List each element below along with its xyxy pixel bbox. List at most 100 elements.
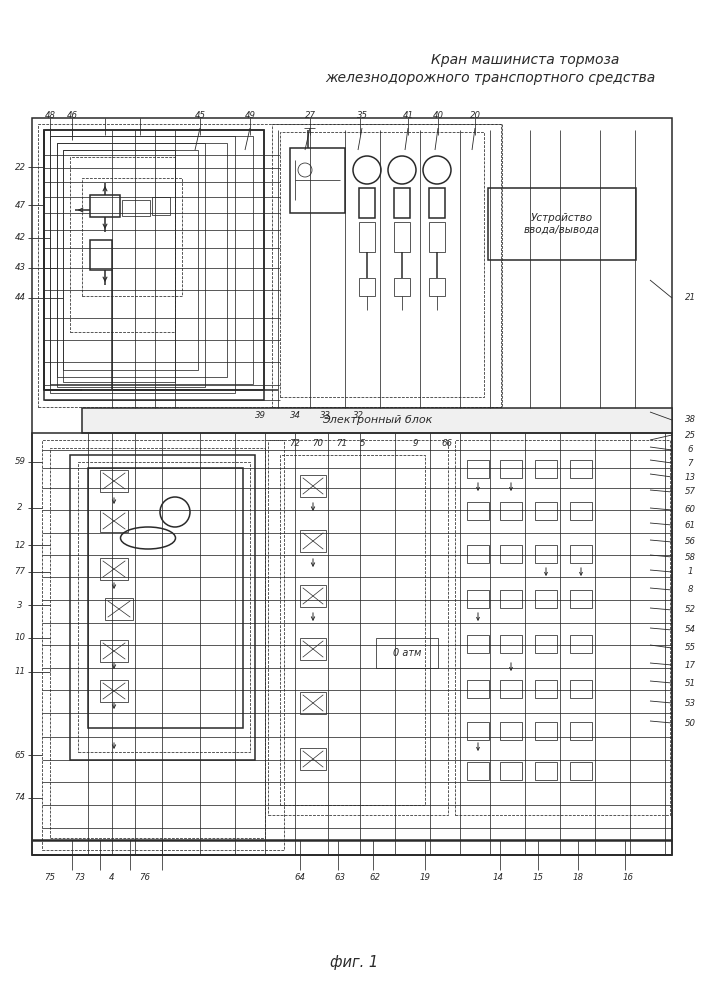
Bar bbox=[44, 130, 264, 400]
Text: 33: 33 bbox=[320, 410, 330, 420]
Text: 59: 59 bbox=[15, 458, 25, 466]
Bar bbox=[535, 545, 557, 563]
Bar bbox=[50, 136, 235, 393]
Text: 16: 16 bbox=[622, 874, 633, 882]
Text: 49: 49 bbox=[245, 110, 255, 119]
Bar bbox=[42, 440, 284, 850]
Bar bbox=[488, 188, 636, 260]
Text: 54: 54 bbox=[684, 626, 696, 635]
Text: 63: 63 bbox=[334, 874, 346, 882]
Bar bbox=[50, 136, 253, 384]
Bar bbox=[535, 590, 557, 608]
Bar bbox=[467, 680, 489, 698]
Text: 22: 22 bbox=[15, 162, 25, 172]
Text: 71: 71 bbox=[337, 438, 348, 448]
Bar bbox=[535, 680, 557, 698]
Bar bbox=[100, 470, 128, 492]
Bar bbox=[105, 598, 133, 620]
Text: 40: 40 bbox=[433, 110, 443, 119]
Text: 64: 64 bbox=[295, 874, 305, 882]
Text: 43: 43 bbox=[15, 263, 25, 272]
Text: 9: 9 bbox=[412, 438, 418, 448]
Bar bbox=[570, 762, 592, 780]
Text: 77: 77 bbox=[15, 568, 25, 576]
Text: 66: 66 bbox=[441, 438, 452, 448]
Bar bbox=[38, 124, 501, 407]
Bar bbox=[376, 638, 438, 668]
Text: 47: 47 bbox=[15, 200, 25, 210]
Text: 38: 38 bbox=[684, 416, 696, 424]
Text: 18: 18 bbox=[573, 874, 583, 882]
Bar bbox=[570, 680, 592, 698]
Text: 41: 41 bbox=[402, 110, 414, 119]
Text: 17: 17 bbox=[684, 660, 696, 670]
Text: 21: 21 bbox=[684, 294, 696, 302]
Bar bbox=[500, 635, 522, 653]
Text: 7: 7 bbox=[687, 458, 693, 468]
Text: 46: 46 bbox=[66, 110, 78, 119]
Text: 56: 56 bbox=[684, 538, 696, 546]
Bar bbox=[280, 455, 425, 805]
Bar bbox=[50, 448, 265, 838]
Text: 74: 74 bbox=[15, 794, 25, 802]
Bar bbox=[82, 408, 672, 433]
Bar bbox=[300, 748, 326, 770]
Bar bbox=[500, 590, 522, 608]
Bar bbox=[500, 680, 522, 698]
Bar bbox=[300, 692, 326, 714]
Bar bbox=[359, 188, 375, 218]
Bar bbox=[455, 440, 670, 815]
Bar bbox=[82, 178, 182, 296]
Text: 39: 39 bbox=[255, 410, 266, 420]
Bar bbox=[394, 278, 410, 296]
Bar bbox=[78, 462, 250, 752]
Bar bbox=[300, 530, 326, 552]
Bar bbox=[63, 150, 175, 382]
Bar bbox=[100, 640, 128, 662]
Text: фиг. 1: фиг. 1 bbox=[330, 954, 378, 970]
Text: 76: 76 bbox=[139, 874, 151, 882]
Bar bbox=[429, 278, 445, 296]
Bar bbox=[535, 635, 557, 653]
Bar bbox=[272, 124, 502, 407]
Text: 61: 61 bbox=[684, 520, 696, 530]
Text: 3: 3 bbox=[17, 600, 23, 609]
Text: 44: 44 bbox=[15, 294, 25, 302]
Text: 35: 35 bbox=[356, 110, 368, 119]
Bar bbox=[70, 455, 255, 760]
Bar bbox=[394, 188, 410, 218]
Text: 11: 11 bbox=[15, 668, 25, 676]
Bar bbox=[535, 502, 557, 520]
Bar bbox=[300, 638, 326, 660]
Bar bbox=[100, 510, 128, 532]
Text: 50: 50 bbox=[684, 718, 696, 728]
Bar bbox=[359, 278, 375, 296]
Text: 65: 65 bbox=[15, 750, 25, 760]
Text: 58: 58 bbox=[684, 552, 696, 562]
Text: 75: 75 bbox=[45, 874, 56, 882]
Bar bbox=[500, 545, 522, 563]
Bar bbox=[70, 157, 175, 332]
Bar bbox=[100, 680, 128, 702]
Bar bbox=[570, 460, 592, 478]
Text: 27: 27 bbox=[305, 110, 315, 119]
Text: 4: 4 bbox=[110, 874, 115, 882]
Text: 57: 57 bbox=[684, 488, 696, 496]
Bar bbox=[44, 130, 264, 390]
Bar bbox=[90, 240, 112, 270]
Text: 72: 72 bbox=[289, 438, 300, 448]
Bar bbox=[570, 502, 592, 520]
Text: железнодорожного транспортного средства: железнодорожного транспортного средства bbox=[325, 71, 655, 85]
Bar bbox=[300, 585, 326, 607]
Bar bbox=[467, 762, 489, 780]
Text: 15: 15 bbox=[532, 874, 544, 882]
Bar bbox=[32, 118, 672, 855]
Text: Электронный блок: Электронный блок bbox=[322, 415, 432, 425]
Bar bbox=[535, 762, 557, 780]
Text: 70: 70 bbox=[312, 438, 324, 448]
Bar bbox=[394, 222, 410, 252]
Bar bbox=[500, 502, 522, 520]
Text: 5: 5 bbox=[361, 438, 366, 448]
Bar bbox=[570, 590, 592, 608]
Bar bbox=[467, 545, 489, 563]
